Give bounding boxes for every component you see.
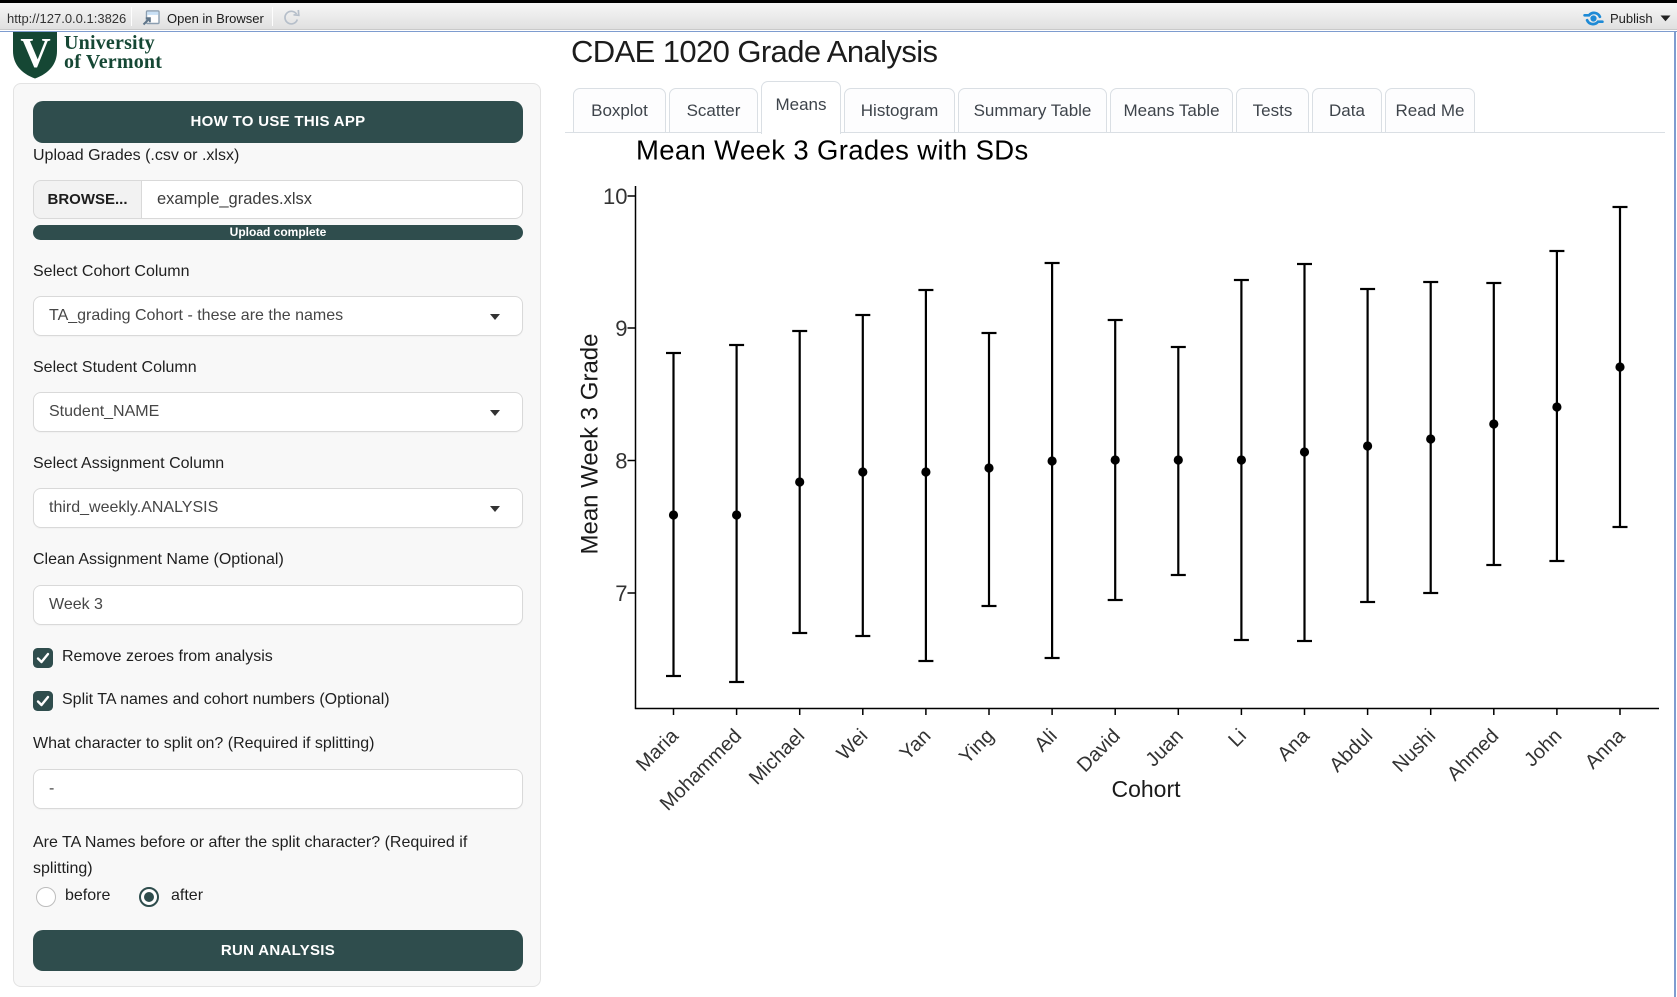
svg-text:Anna: Anna: [1581, 724, 1630, 773]
svg-text:Mean Week 3 Grade: Mean Week 3 Grade: [577, 333, 604, 554]
svg-text:7: 7: [615, 581, 627, 606]
svg-text:Juan: Juan: [1142, 725, 1188, 771]
svg-text:John: John: [1520, 725, 1566, 771]
svg-text:Abdul: Abdul: [1325, 725, 1377, 777]
svg-text:Mean Week 3 Grades with SDs: Mean Week 3 Grades with SDs: [636, 135, 1029, 166]
svg-text:10: 10: [603, 184, 627, 209]
svg-text:Maria: Maria: [632, 724, 684, 776]
svg-text:Ali: Ali: [1030, 725, 1061, 756]
svg-text:Ana: Ana: [1273, 724, 1314, 765]
svg-text:Wei: Wei: [833, 725, 873, 765]
svg-text:Yan: Yan: [896, 725, 936, 765]
svg-text:Cohort: Cohort: [1111, 776, 1181, 802]
svg-text:Li: Li: [1224, 725, 1251, 752]
svg-text:Michael: Michael: [745, 725, 809, 789]
svg-text:David: David: [1073, 725, 1125, 777]
svg-text:V: V: [20, 32, 50, 77]
svg-text:8: 8: [615, 449, 627, 474]
svg-text:Ying: Ying: [955, 725, 998, 768]
svg-text:9: 9: [615, 316, 627, 341]
svg-text:Ahmed: Ahmed: [1443, 725, 1503, 785]
svg-text:Nushi: Nushi: [1389, 725, 1441, 777]
